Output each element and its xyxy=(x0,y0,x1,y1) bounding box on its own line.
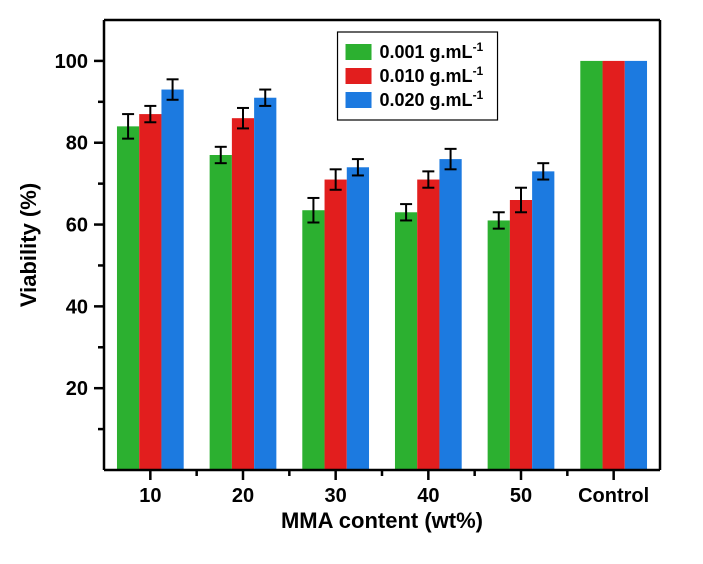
bar xyxy=(232,118,254,470)
bar xyxy=(254,98,276,470)
y-tick-label: 60 xyxy=(66,215,88,237)
x-tick-label: 50 xyxy=(510,485,532,507)
y-tick-label: 80 xyxy=(66,133,88,155)
legend-swatch xyxy=(346,92,372,108)
viability-bar-chart: 20 40 60 80 100 10 20 30 40 50 Control MMA content … xyxy=(0,0,703,564)
y-axis-title: Viability (%) xyxy=(16,183,41,307)
x-tick-label: 10 xyxy=(139,485,161,507)
legend-swatch xyxy=(346,68,372,84)
bar xyxy=(439,159,461,470)
y-tick-label: 100 xyxy=(55,51,88,73)
legend-swatch xyxy=(346,44,372,60)
bar xyxy=(580,61,602,470)
y-tick-label: 20 xyxy=(66,378,88,400)
x-tick-label: 30 xyxy=(325,485,347,507)
legend-label: 0.001 g.mL-1 xyxy=(380,40,484,62)
x-tick-label: 40 xyxy=(417,485,439,507)
bar xyxy=(488,220,510,470)
bar xyxy=(161,90,183,470)
bar xyxy=(603,61,625,470)
bar xyxy=(325,180,347,470)
chart-container: 20 40 60 80 100 10 20 30 40 50 Control MMA content … xyxy=(0,0,703,564)
bar xyxy=(347,167,369,470)
bar xyxy=(117,126,139,470)
legend-label: 0.020 g.mL-1 xyxy=(380,88,484,110)
bar xyxy=(210,155,232,470)
bar xyxy=(532,171,554,470)
bar xyxy=(395,212,417,470)
legend: 0.001 g.mL-10.010 g.mL-10.020 g.mL-1 xyxy=(338,32,498,120)
y-tick-label: 40 xyxy=(66,296,88,318)
bar xyxy=(510,200,532,470)
legend-label: 0.010 g.mL-1 xyxy=(380,64,484,86)
bar xyxy=(302,210,324,470)
x-axis-title: MMA content (wt%) xyxy=(281,508,483,533)
x-tick-label: Control xyxy=(578,485,649,507)
bar xyxy=(625,61,647,470)
x-tick-label: 20 xyxy=(232,485,254,507)
bar xyxy=(417,180,439,470)
bar xyxy=(139,114,161,470)
